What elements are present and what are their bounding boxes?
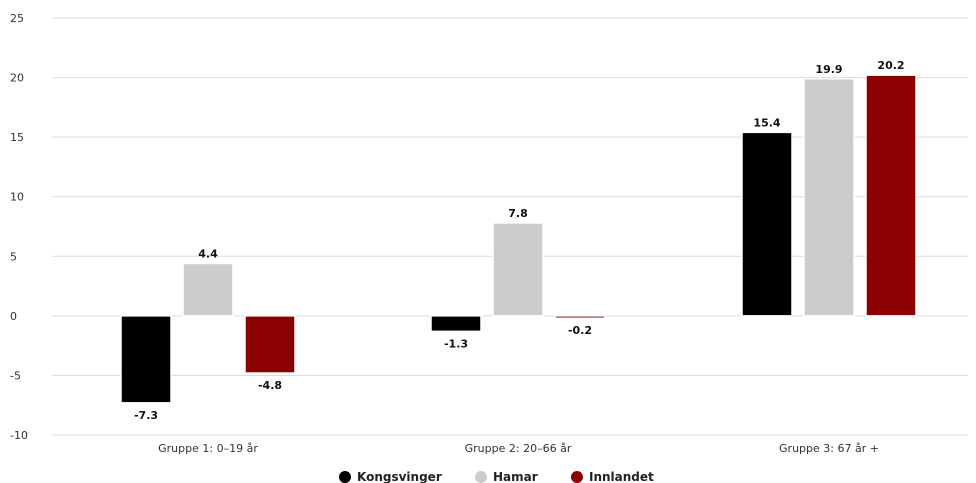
category-label: Gruppe 1: 0–19 år bbox=[158, 442, 258, 455]
y-tick-label: -10 bbox=[10, 429, 28, 442]
data-label: 15.4 bbox=[753, 116, 780, 129]
data-label: 20.2 bbox=[877, 59, 904, 72]
data-label: 4.4 bbox=[198, 247, 218, 260]
y-tick-label: 10 bbox=[10, 191, 24, 204]
bar-hamar-2 bbox=[492, 222, 544, 317]
bar-kongsvinger-2 bbox=[430, 315, 482, 333]
bar-hamar-3 bbox=[803, 78, 855, 317]
legend: Kongsvinger Hamar Innlandet bbox=[339, 470, 654, 483]
y-axis-tick-labels: 25 20 15 10 5 0 -5 -10 bbox=[10, 12, 28, 442]
data-label: 19.9 bbox=[815, 63, 842, 76]
bar-innlandet-2 bbox=[554, 315, 606, 319]
data-label: -4.8 bbox=[258, 379, 282, 392]
y-tick-label: 20 bbox=[10, 72, 24, 85]
y-tick-label: 15 bbox=[10, 131, 24, 144]
bar-innlandet-3 bbox=[865, 74, 917, 317]
y-tick-label: 25 bbox=[10, 12, 24, 25]
bar-innlandet-1 bbox=[244, 315, 296, 374]
y-tick-label: 0 bbox=[10, 310, 17, 323]
category-label: Gruppe 2: 20–66 år bbox=[465, 442, 572, 455]
legend-label-kongsvinger: Kongsvinger bbox=[357, 470, 442, 483]
data-label: -0.2 bbox=[568, 324, 592, 337]
y-tick-label: 5 bbox=[10, 250, 17, 263]
data-label: -7.3 bbox=[134, 409, 158, 422]
legend-label-innlandet: Innlandet bbox=[589, 470, 654, 483]
data-label: 7.8 bbox=[508, 207, 528, 220]
legend-marker-hamar bbox=[475, 471, 487, 483]
category-label: Gruppe 3: 67 år + bbox=[779, 442, 879, 455]
legend-label-hamar: Hamar bbox=[493, 470, 538, 483]
bar-kongsvinger-3 bbox=[741, 131, 793, 317]
legend-marker-innlandet bbox=[571, 471, 583, 483]
legend-marker-kongsvinger bbox=[339, 471, 351, 483]
y-tick-label: -5 bbox=[10, 369, 21, 382]
bar-kongsvinger-1 bbox=[120, 315, 172, 404]
bar-series bbox=[120, 74, 917, 404]
x-axis-category-labels: Gruppe 1: 0–19 år Gruppe 2: 20–66 år Grupp… bbox=[158, 442, 879, 455]
bar-hamar-1 bbox=[182, 262, 234, 317]
data-labels: -7.3 4.4 -4.8 -1.3 7.8 -0.2 15.4 19.9 20.2 bbox=[134, 59, 905, 422]
data-label: -1.3 bbox=[444, 337, 468, 350]
